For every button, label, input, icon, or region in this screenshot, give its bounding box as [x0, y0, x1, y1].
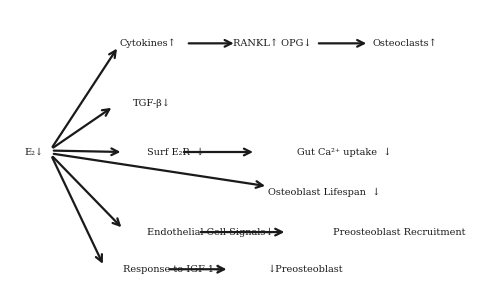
Text: Osteoblast Lifespan  ↓: Osteoblast Lifespan ↓ — [268, 188, 379, 197]
Text: Cytokines↑: Cytokines↑ — [119, 39, 175, 48]
Text: Preosteoblast Recruitment: Preosteoblast Recruitment — [332, 228, 464, 237]
Text: Surf E₂R  ↓: Surf E₂R ↓ — [147, 147, 204, 157]
Text: Osteoclasts↑: Osteoclasts↑ — [372, 39, 437, 48]
Text: Gut Ca²⁺ uptake  ↓: Gut Ca²⁺ uptake ↓ — [296, 147, 390, 157]
Text: RANKL↑ OPG↓: RANKL↑ OPG↓ — [233, 39, 311, 48]
Text: TGF-β↓: TGF-β↓ — [133, 99, 170, 108]
Text: Endothelial Cell Signals↓: Endothelial Cell Signals↓ — [147, 228, 274, 237]
Text: E₂↓: E₂↓ — [25, 147, 44, 157]
Text: ↓Preosteoblast: ↓Preosteoblast — [268, 265, 343, 274]
Text: Response to IGF-1↓: Response to IGF-1↓ — [123, 265, 222, 274]
